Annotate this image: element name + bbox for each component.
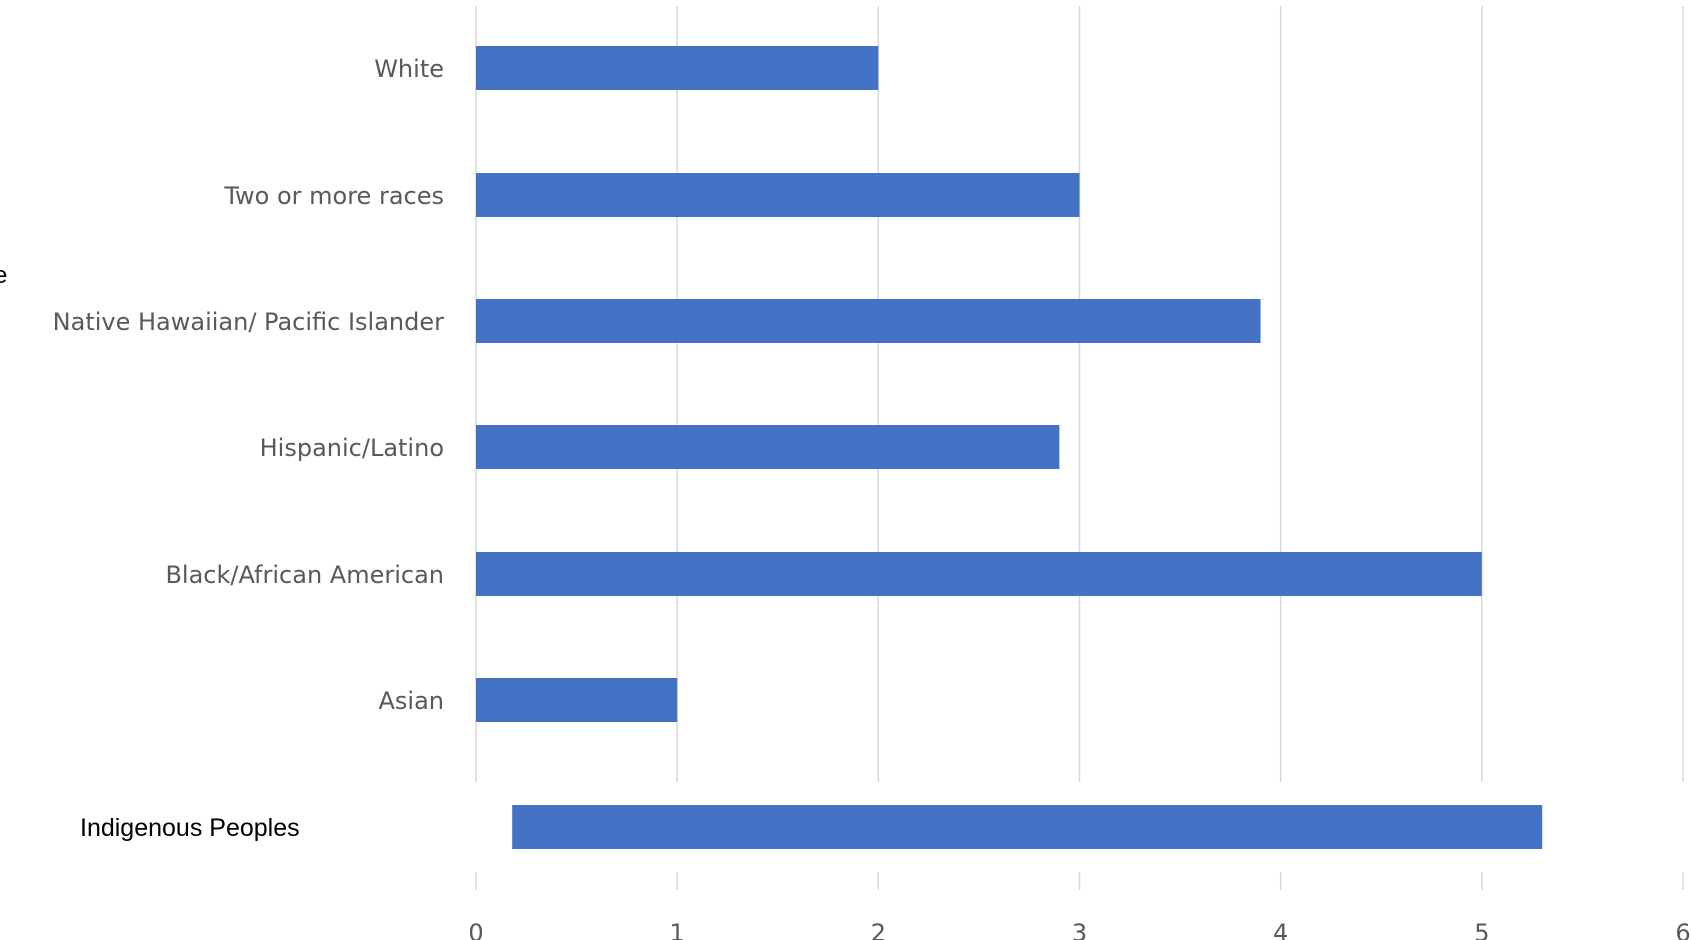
x-tick-label: 4 — [1273, 919, 1288, 940]
x-tick-label: 2 — [871, 919, 886, 940]
x-tick-label: 0 — [468, 919, 483, 940]
stray-glyph: e — [0, 262, 7, 289]
x-tick-label: 3 — [1072, 919, 1087, 940]
category-label: Hispanic/Latino — [260, 434, 444, 462]
x-tick-label: 6 — [1675, 919, 1690, 940]
bar — [476, 299, 1261, 343]
bar — [476, 173, 1080, 217]
category-label: Native Hawaiian/ Pacific Islander — [53, 308, 444, 336]
category-label: Black/African American — [165, 561, 444, 589]
bar — [512, 805, 1543, 849]
category-label: White — [374, 55, 444, 83]
category-labels: White Two or more races Native Hawaiian/ P… — [53, 55, 444, 842]
x-tick-labels: 0 1 2 3 4 5 6 — [468, 919, 1690, 940]
bar — [476, 46, 879, 90]
x-tick-label: 1 — [670, 919, 685, 940]
bar — [476, 552, 1482, 596]
category-label: Indigenous Peoples — [80, 814, 300, 842]
x-tick-label: 5 — [1474, 919, 1489, 940]
category-label: Two or more races — [223, 182, 444, 210]
gridlines — [475, 6, 1684, 890]
category-label: Asian — [378, 687, 444, 715]
bar — [476, 678, 678, 722]
bar — [476, 425, 1060, 469]
bars — [476, 46, 1543, 849]
